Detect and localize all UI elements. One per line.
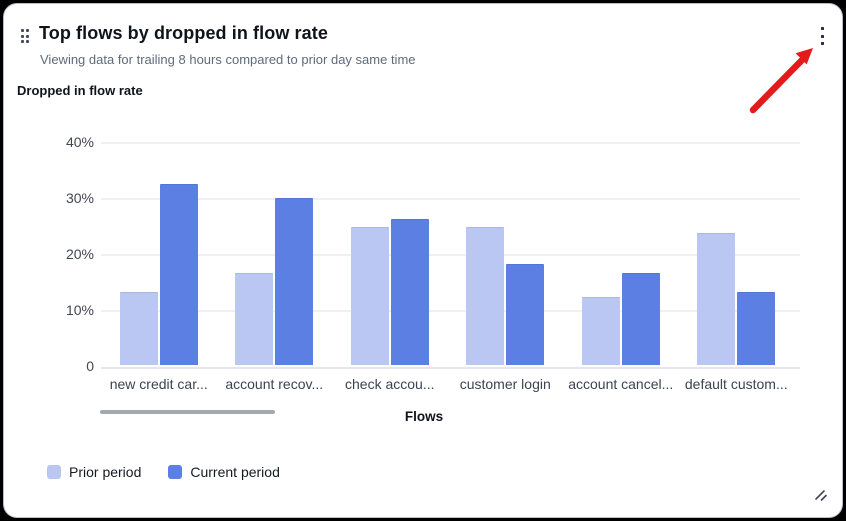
bar-prior-period[interactable] xyxy=(466,226,505,365)
widget-card: Top flows by dropped in flow rate Viewin… xyxy=(3,3,843,518)
resize-handle-icon[interactable] xyxy=(812,486,832,506)
drag-handle-icon[interactable] xyxy=(17,26,33,46)
gridline xyxy=(101,142,800,144)
x-tick-label: new credit car... xyxy=(109,376,208,392)
bar-current-period[interactable] xyxy=(275,197,314,365)
x-tick-label: default custom... xyxy=(684,376,788,392)
bar-current-period[interactable] xyxy=(737,292,776,365)
bar-prior-period[interactable] xyxy=(697,233,736,365)
gridline xyxy=(101,198,800,200)
legend-item-prior-period[interactable]: Prior period xyxy=(47,464,141,480)
bar-prior-period[interactable] xyxy=(581,296,620,365)
bar-prior-period[interactable] xyxy=(350,226,389,365)
widget-subtitle: Viewing data for trailing 8 hours compar… xyxy=(40,52,416,67)
x-axis-title: Flows xyxy=(404,409,444,424)
x-tick-label: account recov... xyxy=(225,376,324,392)
bar-current-period[interactable] xyxy=(506,264,545,365)
legend-item-current-period[interactable]: Current period xyxy=(168,464,280,480)
bar-current-period[interactable] xyxy=(159,184,198,365)
legend-label: Current period xyxy=(190,464,280,480)
kebab-menu-icon xyxy=(820,27,824,30)
plot-area xyxy=(101,142,800,369)
gridline xyxy=(101,367,800,369)
bar-current-period[interactable] xyxy=(390,219,429,365)
legend-label: Prior period xyxy=(69,464,142,480)
gridline xyxy=(101,254,800,256)
y-tick-label: 20% xyxy=(65,246,94,262)
bar-current-period[interactable] xyxy=(621,273,660,365)
legend-swatch xyxy=(47,465,61,479)
gridline xyxy=(101,310,800,312)
x-tick-label: check accou... xyxy=(345,376,435,392)
legend-swatch xyxy=(168,465,183,479)
x-tick-label: account cancel... xyxy=(568,376,674,392)
y-tick-label: 10% xyxy=(65,302,94,318)
chart-title: Dropped in flow rate xyxy=(17,83,143,98)
y-axis-labels: 40% 30% 20% 10% 0 xyxy=(41,134,94,374)
chart-legend: Prior period Current period xyxy=(47,464,280,480)
x-tick-label: customer login xyxy=(459,376,551,392)
y-tick-label: 0 xyxy=(86,358,94,374)
y-tick-label: 30% xyxy=(65,190,94,206)
bar-prior-period[interactable] xyxy=(235,272,274,365)
widget-title: Top flows by dropped in flow rate xyxy=(39,23,328,43)
x-axis-labels: new credit car... account recov... check a… xyxy=(101,376,794,396)
kebab-menu-button[interactable] xyxy=(808,21,836,51)
y-tick-label: 40% xyxy=(65,134,94,150)
bar-prior-period[interactable] xyxy=(119,292,158,365)
horizontal-scrollbar-thumb[interactable] xyxy=(100,410,275,414)
